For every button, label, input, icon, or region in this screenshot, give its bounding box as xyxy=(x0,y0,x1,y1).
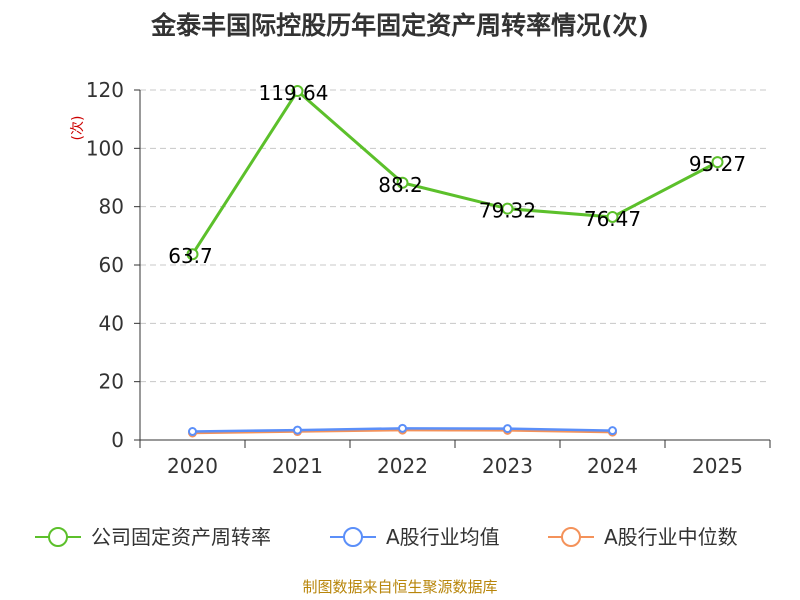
data-label: 88.2 xyxy=(378,173,423,197)
series-line-0 xyxy=(191,89,719,256)
y-axis-label: (次) xyxy=(70,116,86,141)
data-point xyxy=(608,426,617,436)
y-tick-label: 100 xyxy=(86,136,124,160)
legend-marker-0 xyxy=(48,527,68,547)
data-point xyxy=(293,425,302,435)
x-tick-label: 2024 xyxy=(587,454,638,478)
x-tick-label: 2020 xyxy=(167,454,218,478)
x-tick-label: 2023 xyxy=(482,454,533,478)
data-point xyxy=(291,85,304,98)
y-tick-label: 0 xyxy=(111,428,124,452)
data-label: 63.7 xyxy=(168,244,213,268)
data-point xyxy=(396,176,409,189)
data-labels: 63.7 119.64 88.2 79.32 76.47 95.27 xyxy=(168,81,746,268)
y-tick-label: 60 xyxy=(99,253,124,277)
source-note: 制图数据来自恒生聚源数据库 xyxy=(302,578,497,596)
data-point xyxy=(503,424,512,434)
x-tick-label: 2025 xyxy=(692,454,743,478)
y-tick-label: 40 xyxy=(99,311,124,335)
y-tick-label: 20 xyxy=(99,370,124,394)
legend-label-2: A股行业中位数 xyxy=(604,525,738,549)
data-point xyxy=(501,202,514,215)
data-label: 119.64 xyxy=(259,81,329,105)
legend-label-0: 公司固定资产周转率 xyxy=(91,525,271,549)
data-label: 76.47 xyxy=(584,207,641,231)
data-point xyxy=(711,156,724,169)
data-point xyxy=(606,210,619,223)
legend-label-1: A股行业均值 xyxy=(386,525,500,549)
data-point xyxy=(398,423,407,433)
data-label: 79.32 xyxy=(479,199,536,223)
axes: 0 20 40 60 80 100 120 2020 2021 2022 2023 2024 2025 xyxy=(86,78,771,478)
y-tick-label: 120 xyxy=(86,78,124,102)
chart-title: 金泰丰国际控股历年固定资产周转率情况(次) xyxy=(150,11,649,40)
series-group xyxy=(186,85,724,438)
legend-marker-1 xyxy=(343,527,363,547)
data-point xyxy=(186,248,199,261)
data-label: 95.27 xyxy=(689,152,746,176)
grid xyxy=(140,89,770,383)
legend-marker-2 xyxy=(561,527,581,547)
data-point xyxy=(188,427,197,437)
legend: 公司固定资产周转率 A股行业均值 A股行业中位数 xyxy=(35,525,738,549)
y-tick-label: 80 xyxy=(99,195,124,219)
x-tick-label: 2022 xyxy=(377,454,428,478)
x-tick-label: 2021 xyxy=(272,454,323,478)
